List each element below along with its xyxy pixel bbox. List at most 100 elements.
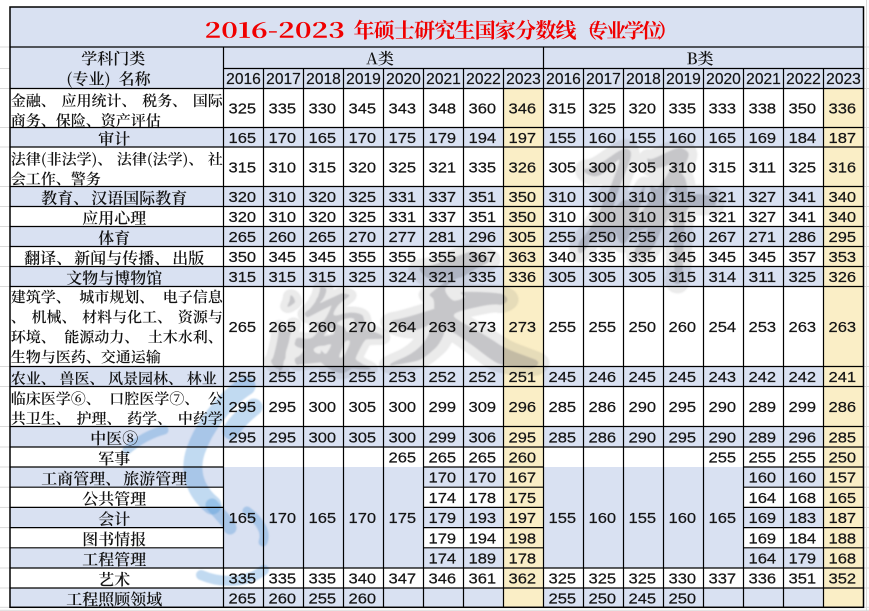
svg-text:296: 296: [469, 229, 497, 246]
svg-text:305: 305: [349, 429, 377, 446]
svg-text:175: 175: [509, 490, 537, 507]
svg-text:250: 250: [629, 319, 657, 336]
svg-text:330: 330: [309, 101, 337, 118]
svg-text:357: 357: [789, 249, 817, 266]
svg-text:170: 170: [269, 130, 297, 147]
svg-text:340: 340: [349, 571, 377, 588]
svg-text:340: 340: [829, 189, 857, 206]
svg-text:194: 194: [469, 130, 497, 147]
svg-text:340: 340: [829, 209, 857, 226]
svg-text:242: 242: [749, 369, 777, 386]
svg-text:295: 295: [669, 399, 697, 416]
svg-text:155: 155: [549, 130, 577, 147]
svg-text:160: 160: [749, 470, 777, 487]
svg-text:157: 157: [829, 470, 857, 487]
svg-text:295: 295: [269, 399, 297, 416]
svg-text:260: 260: [669, 319, 697, 336]
svg-text:336: 336: [829, 101, 857, 118]
svg-text:325: 325: [349, 209, 377, 226]
svg-text:325: 325: [349, 189, 377, 206]
svg-text:348: 348: [429, 101, 457, 118]
svg-text:351: 351: [469, 209, 497, 226]
svg-text:300: 300: [589, 159, 617, 176]
svg-text:253: 253: [749, 319, 777, 336]
svg-text:290: 290: [629, 429, 657, 446]
svg-text:241: 241: [829, 369, 857, 386]
svg-text:315: 315: [269, 269, 297, 286]
svg-text:335: 335: [469, 159, 497, 176]
svg-text:305: 305: [509, 229, 537, 246]
svg-text:290: 290: [709, 429, 737, 446]
svg-text:169: 169: [749, 130, 777, 147]
svg-text:327: 327: [749, 189, 777, 206]
svg-text:187: 187: [829, 130, 857, 147]
svg-text:273: 273: [509, 319, 537, 336]
svg-text:310: 310: [269, 159, 297, 176]
svg-text:252: 252: [469, 369, 497, 386]
svg-text:170: 170: [269, 510, 297, 527]
svg-text:315: 315: [309, 269, 337, 286]
svg-text:242: 242: [789, 369, 817, 386]
svg-text:193: 193: [469, 510, 497, 527]
svg-text:305: 305: [629, 269, 657, 286]
svg-text:345: 345: [269, 249, 297, 266]
svg-text:311: 311: [749, 159, 777, 176]
svg-text:255: 255: [309, 369, 337, 386]
svg-text:160: 160: [589, 510, 617, 527]
svg-text:165: 165: [709, 130, 737, 147]
svg-text:183: 183: [789, 510, 817, 527]
svg-text:325: 325: [549, 571, 577, 588]
svg-text:243: 243: [709, 369, 737, 386]
svg-text:315: 315: [709, 159, 737, 176]
svg-text:245: 245: [549, 369, 577, 386]
svg-text:2022: 2022: [786, 71, 821, 88]
svg-text:265: 265: [229, 319, 257, 336]
svg-text:165: 165: [309, 510, 337, 527]
svg-text:197: 197: [509, 130, 537, 147]
svg-text:335: 335: [669, 101, 697, 118]
svg-text:2019: 2019: [666, 71, 701, 88]
svg-text:350: 350: [789, 101, 817, 118]
svg-text:265: 265: [429, 450, 457, 467]
svg-text:2017: 2017: [586, 71, 621, 88]
svg-text:325: 325: [789, 159, 817, 176]
svg-text:155: 155: [549, 510, 577, 527]
svg-text:315: 315: [229, 269, 257, 286]
svg-text:310: 310: [669, 159, 697, 176]
svg-text:2017: 2017: [266, 71, 301, 88]
svg-text:267: 267: [709, 229, 737, 246]
svg-text:341: 341: [789, 209, 817, 226]
svg-text:321: 321: [429, 269, 457, 286]
svg-text:300: 300: [389, 429, 417, 446]
svg-text:299: 299: [429, 429, 457, 446]
svg-text:2018: 2018: [626, 71, 661, 88]
svg-text:252: 252: [429, 369, 457, 386]
svg-text:300: 300: [589, 209, 617, 226]
svg-text:255: 255: [349, 369, 377, 386]
svg-text:345: 345: [309, 249, 337, 266]
svg-text:335: 335: [589, 249, 617, 266]
svg-text:321: 321: [709, 189, 737, 206]
svg-text:2020: 2020: [706, 71, 741, 88]
svg-text:255: 255: [549, 319, 577, 336]
svg-text:295: 295: [229, 399, 257, 416]
svg-text:250: 250: [829, 450, 857, 467]
svg-text:295: 295: [669, 429, 697, 446]
svg-text:2022: 2022: [466, 71, 501, 88]
svg-text:350: 350: [229, 249, 257, 266]
svg-text:338: 338: [749, 101, 777, 118]
svg-text:263: 263: [429, 319, 457, 336]
svg-text:310: 310: [549, 209, 577, 226]
svg-text:251: 251: [509, 369, 537, 386]
svg-text:160: 160: [789, 470, 817, 487]
svg-text:165: 165: [829, 490, 857, 507]
svg-text:325: 325: [389, 159, 417, 176]
svg-text:333: 333: [709, 101, 737, 118]
svg-text:320: 320: [309, 209, 337, 226]
svg-text:168: 168: [789, 490, 817, 507]
svg-text:310: 310: [269, 189, 297, 206]
svg-text:175: 175: [389, 130, 417, 147]
svg-text:265: 265: [229, 590, 257, 607]
svg-text:300: 300: [309, 399, 337, 416]
svg-text:299: 299: [789, 399, 817, 416]
